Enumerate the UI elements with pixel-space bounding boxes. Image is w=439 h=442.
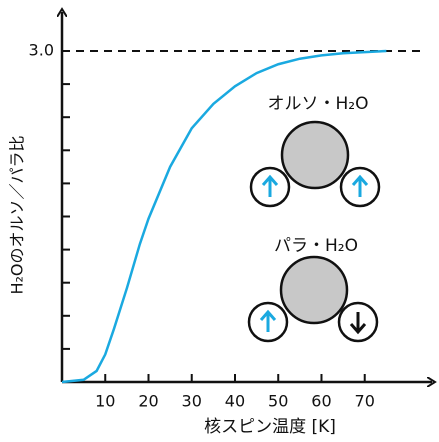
- y-tick-label: 3.0: [29, 41, 54, 60]
- x-tick-label: 10: [95, 392, 115, 411]
- para-molecule: [247, 255, 379, 343]
- x-tick-label: 60: [311, 392, 331, 411]
- x-tick-label: 50: [268, 392, 288, 411]
- x-axis-label: 核スピン温度 [K]: [204, 417, 336, 437]
- ortho-molecule: [249, 120, 381, 208]
- y-axis-label: H₂Oのオルソ／パラ比: [8, 135, 27, 294]
- x-tick-label: 20: [138, 392, 158, 411]
- annotation: パラ・H₂O: [274, 236, 358, 256]
- x-tick-label: 30: [182, 392, 202, 411]
- x-tick-label: 70: [355, 392, 375, 411]
- data-line: [61, 49, 387, 384]
- annotation: オルソ・H₂O: [268, 94, 369, 114]
- x-tick-label: 40: [225, 392, 245, 411]
